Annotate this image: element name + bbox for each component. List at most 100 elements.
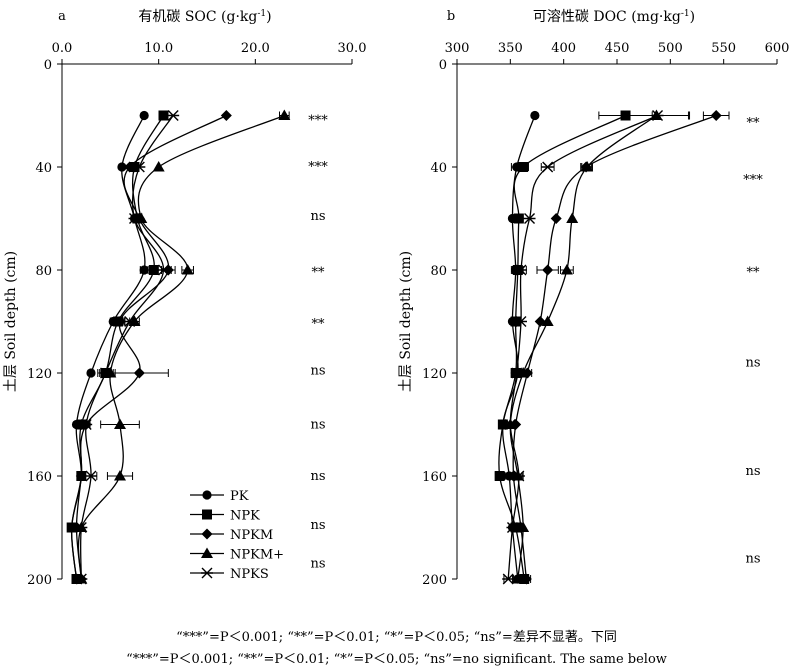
data-point	[181, 264, 194, 275]
data-point	[220, 110, 232, 121]
data-point	[75, 573, 88, 585]
significance-label: **	[747, 266, 761, 281]
y-tick-label: 40	[35, 161, 52, 176]
legend-label: NPKM+	[230, 548, 284, 563]
y-tick-label: 160	[27, 470, 52, 485]
series-line	[79, 115, 174, 580]
chart-panel-a: a 有机碳 SOC (g·kg-1) 0.0 10.0 20.0 30.0 0 40 80 120…	[3, 9, 366, 588]
chart-panel-b: b 可溶性碳 DOC (mg·kg-1)300 350 400 450 500 550 600…	[398, 9, 789, 588]
data-point	[75, 470, 87, 482]
data-point	[513, 213, 524, 224]
data-point	[518, 162, 529, 172]
series-line	[75, 114, 227, 580]
panel-label: b	[447, 9, 455, 24]
significance-label: ns	[310, 418, 325, 433]
x-tick-label: 10.0	[144, 41, 173, 56]
data-point	[114, 418, 126, 429]
data-point	[651, 110, 664, 121]
y-tick-label: 40	[430, 161, 447, 176]
x-tick-label: 300	[445, 41, 470, 56]
legend-label: PK	[230, 489, 249, 504]
series-pk	[67, 110, 149, 584]
data-point	[566, 212, 579, 223]
significance-label: ns	[745, 356, 760, 371]
data-point	[139, 110, 149, 121]
footnote-english: “***”=P＜0.001; “**”=P＜0.01; “*”=P＜0.05; …	[126, 652, 667, 667]
y-tick-label: 160	[422, 470, 447, 485]
data-point	[542, 264, 554, 276]
data-point	[517, 367, 530, 378]
data-point	[502, 573, 515, 585]
data-point	[133, 161, 146, 173]
data-point	[550, 213, 562, 224]
series-npkm	[508, 110, 730, 585]
legend-marker	[201, 528, 213, 540]
figure: a 有机碳 SOC (g·kg-1) 0.0 10.0 20.0 30.0 0 40 80 120…	[3, 9, 789, 588]
data-point	[515, 316, 527, 327]
data-point	[560, 264, 573, 275]
y-tick-label: 200	[27, 573, 52, 588]
x-tick-label: 30.0	[338, 41, 367, 56]
y-axis-label: 土层 Soil depth (cm)	[3, 251, 19, 392]
data-point	[157, 264, 170, 276]
chart-title-superscript: -1	[257, 9, 266, 19]
x-tick-label: 0.0	[52, 41, 73, 56]
x-tick-label: 550	[711, 41, 736, 56]
data-point	[158, 110, 169, 121]
significance-label: ***	[308, 160, 328, 175]
y-tick-label: 0	[439, 58, 447, 73]
data-point	[114, 470, 126, 481]
data-point	[117, 162, 127, 172]
data-point	[148, 265, 159, 275]
data-point	[75, 522, 88, 533]
significance-label: ns	[310, 469, 325, 484]
legend-label: NPKS	[230, 567, 269, 582]
series-npks	[75, 110, 180, 585]
data-point	[152, 161, 165, 172]
y-tick-label: 120	[27, 367, 52, 382]
data-point	[520, 573, 532, 585]
x-tick-label: 20.0	[241, 41, 270, 56]
data-point	[511, 573, 524, 584]
y-tick-label: 120	[422, 367, 447, 382]
data-point	[530, 110, 540, 121]
significance-label: **	[747, 116, 761, 131]
y-tick-label: 80	[430, 264, 447, 279]
y-axis-label: 土层 Soil depth (cm)	[398, 251, 414, 392]
series-npkm-plus	[504, 109, 689, 584]
chart-title: 有机碳 SOC (g·kg-1)	[138, 9, 271, 25]
data-point	[515, 264, 527, 276]
data-point	[114, 316, 126, 327]
significance-label: ns	[745, 464, 760, 479]
data-point	[510, 367, 523, 379]
x-tick-label: 450	[605, 41, 630, 56]
series-line	[507, 114, 658, 580]
data-point	[581, 161, 594, 172]
legend-marker	[201, 547, 213, 558]
significance-label: ns	[310, 209, 325, 224]
significance-label: **	[312, 266, 326, 281]
x-tick-label: 600	[765, 41, 790, 56]
series-line	[512, 114, 717, 580]
data-point	[128, 213, 141, 224]
data-point	[123, 316, 136, 327]
legend-label: NPKM	[230, 528, 273, 543]
significance-label: ns	[310, 557, 325, 572]
series-npks	[502, 110, 691, 585]
data-point	[541, 161, 554, 173]
significance-label: **	[312, 317, 326, 332]
data-point	[504, 419, 517, 430]
legend: PK NPK NPKM NPKM+ NPKS	[190, 489, 284, 582]
data-point	[523, 213, 536, 224]
data-point	[710, 110, 722, 121]
significance-label: ns	[745, 551, 760, 566]
data-point	[99, 367, 112, 379]
legend-label: NPK	[230, 509, 260, 524]
legend-marker	[202, 509, 212, 520]
x-tick-label: 500	[658, 41, 683, 56]
significance-label: ns	[310, 363, 325, 378]
data-point	[517, 521, 530, 532]
data-point	[124, 161, 136, 173]
chart-title-superscript: -1	[681, 9, 690, 19]
data-point	[133, 367, 145, 379]
